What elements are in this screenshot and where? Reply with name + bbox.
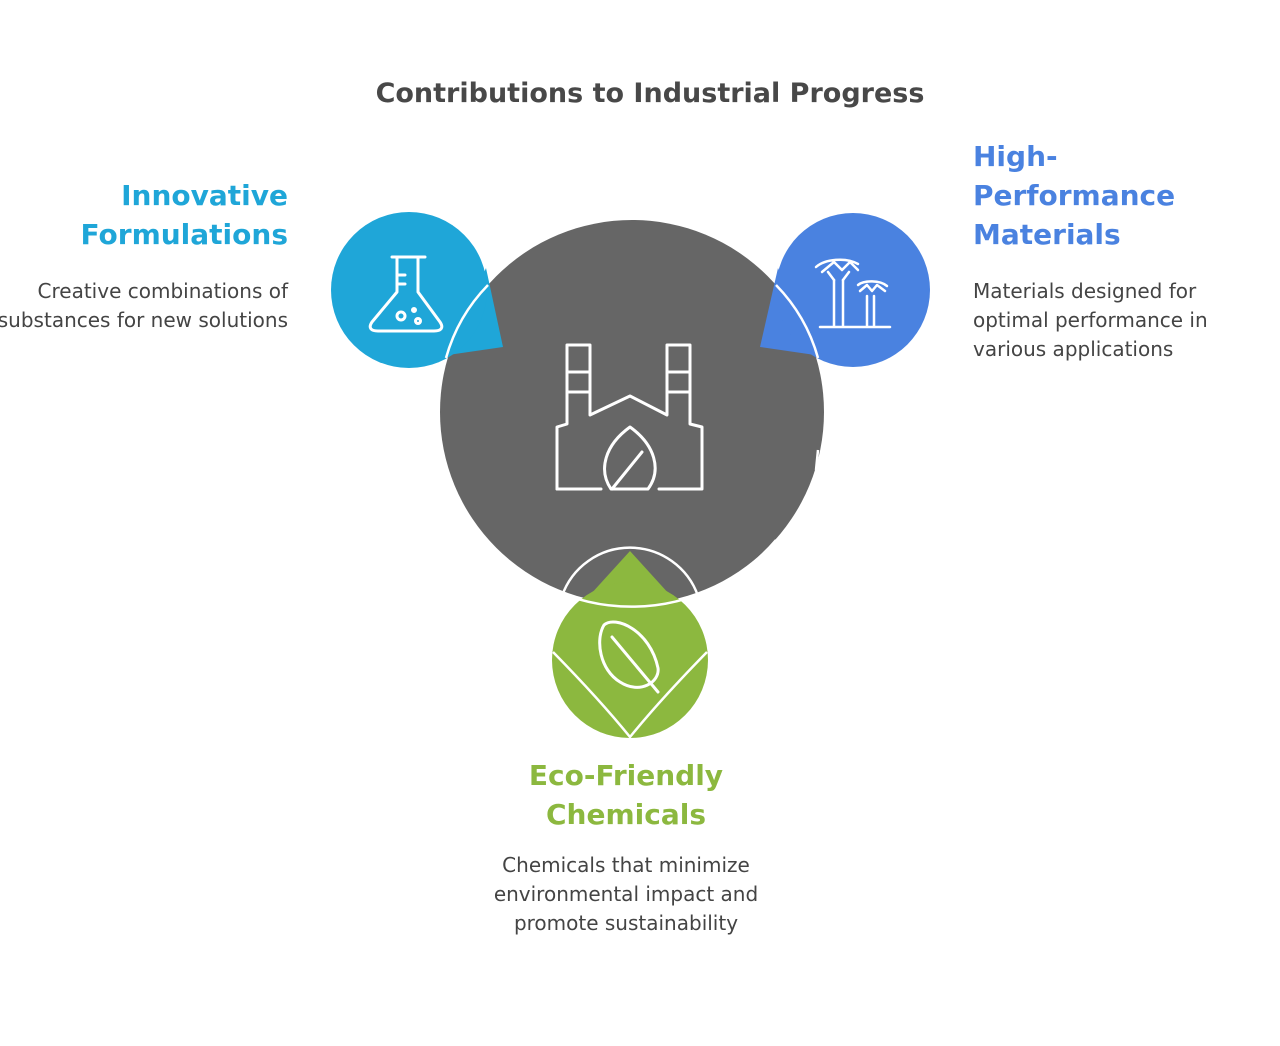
diagram-title: Contributions to Industrial Progress <box>375 78 925 109</box>
eco-description: Chemicals that minimize environmental im… <box>493 853 759 935</box>
performance-description: Materials designed for optimal performan… <box>973 279 1208 361</box>
center-circle <box>440 220 824 604</box>
innovative-description: Creative combinations of substances for … <box>0 279 288 332</box>
innovative-heading: Innovative Formulations <box>80 179 288 251</box>
leaf-icon <box>598 620 660 694</box>
trees-icon <box>814 258 892 329</box>
eco-heading: Eco-Friendly Chemicals <box>528 759 724 831</box>
factory-leaf-icon <box>555 343 704 491</box>
performance-heading: High-Performance Materials <box>973 140 1176 251</box>
performance-node <box>760 213 930 367</box>
flask-icon <box>368 255 444 333</box>
